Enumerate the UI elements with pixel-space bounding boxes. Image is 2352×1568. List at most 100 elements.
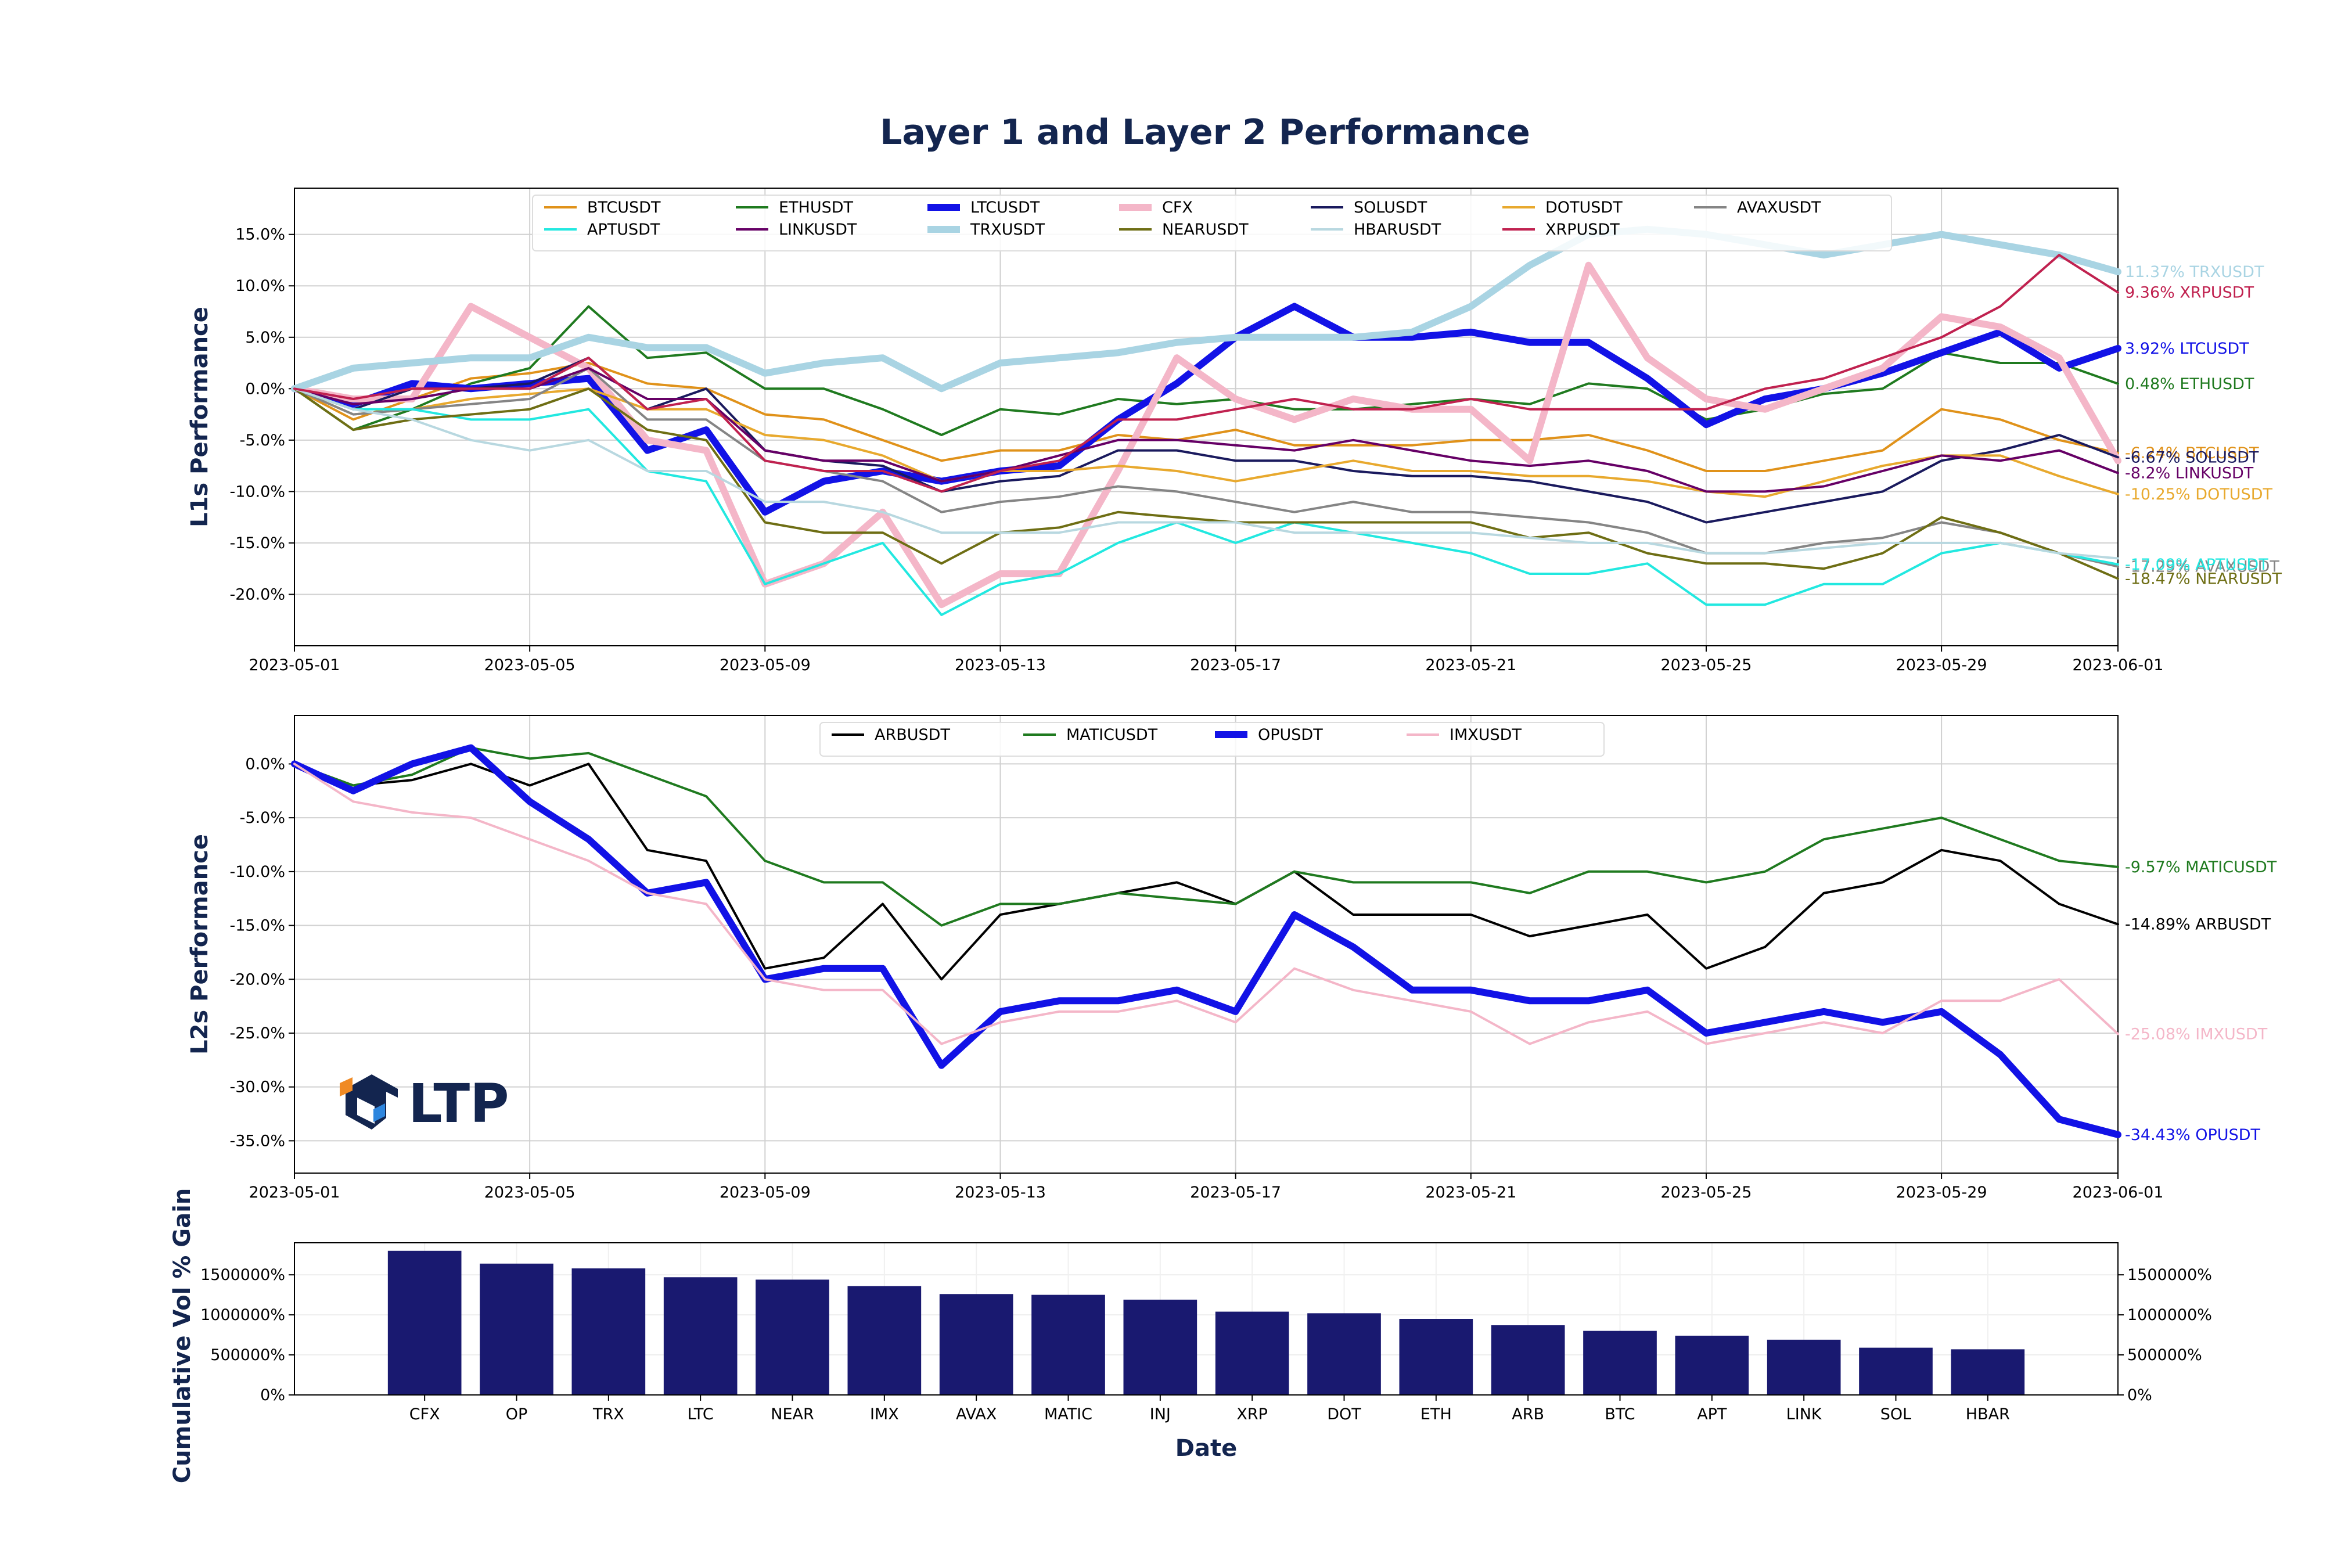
legend-label-opusdt: OPUSDT: [1258, 726, 1323, 744]
bar-ltc: [663, 1277, 738, 1395]
x-tick-label: 2023-05-09: [720, 656, 811, 674]
x-tick-label: ETH: [1420, 1405, 1452, 1423]
bar-matic: [1031, 1294, 1105, 1395]
right-y-tick-label: 0%: [2127, 1386, 2152, 1404]
end-label-aptusdt: -17.09% APTUSDT: [2125, 556, 2268, 574]
end-label-dotusdt: -10.25% DOTUSDT: [2125, 485, 2273, 504]
y-tick-label: -5.0%: [240, 809, 285, 827]
y-tick-label: -35.0%: [229, 1132, 285, 1150]
series-line-opusdt: [291, 744, 2121, 1138]
bar-imx: [847, 1286, 922, 1395]
end-label-ltcusdt: 3.92% LTCUSDT: [2125, 340, 2249, 358]
plot-frame: [294, 1242, 2119, 1396]
y-axis-label: L1s Performance: [186, 307, 213, 527]
series-line-avaxusdt: [293, 366, 2119, 568]
legend-label-avaxusdt: AVAXUSDT: [1737, 199, 1821, 217]
x-tick-label: 2023-05-05: [484, 1184, 576, 1202]
x-tick-label: INJ: [1150, 1405, 1171, 1423]
y-tick-label: -20.0%: [229, 970, 285, 988]
end-label-linkusdt: -8.2% LINKUSDT: [2125, 465, 2254, 483]
x-tick-label: DOT: [1327, 1405, 1361, 1423]
y-tick-label: -15.0%: [229, 917, 285, 935]
y-tick-label: -25.0%: [229, 1024, 285, 1042]
x-tick-label: APT: [1697, 1405, 1727, 1423]
series-line-xrpusdt: [293, 254, 2119, 493]
legend-label-nearusdt: NEARUSDT: [1162, 221, 1249, 239]
logo-accent-icon: [340, 1077, 353, 1096]
bar-link: [1767, 1339, 1841, 1395]
y-tick-label: 5.0%: [245, 329, 285, 347]
x-tick-label: 2023-05-01: [249, 1184, 340, 1202]
end-label-avaxusdt: -17.29% AVAXUSDT: [2125, 558, 2279, 576]
y-axis-label: L2s Performance: [186, 834, 213, 1055]
bar-btc: [1583, 1330, 1657, 1395]
bar-dot: [1307, 1313, 1381, 1395]
l1-performance-chart: 2023-05-01 2023-05-05 2023-05-09 2023-05-13…: [186, 188, 2282, 674]
logo-accent-blue-icon: [373, 1103, 385, 1122]
x-tick-label: BTC: [1605, 1405, 1635, 1423]
x-tick-label: CFX: [409, 1405, 440, 1423]
legend-label-arbusdt: ARBUSDT: [875, 726, 950, 744]
y-tick-label: -15.0%: [229, 534, 285, 552]
end-label-opusdt: -34.43% OPUSDT: [2125, 1126, 2261, 1144]
y-axis-label: Cumulative Vol % Gain: [169, 1188, 196, 1484]
y-tick-label: 0%: [260, 1386, 285, 1404]
x-tick-label: 2023-06-01: [2073, 1184, 2164, 1202]
x-tick-label: LINK: [1786, 1405, 1822, 1423]
ltp-logo: LTP: [340, 1073, 509, 1135]
x-tick-label: NEAR: [771, 1405, 814, 1423]
y-tick-label: -10.0%: [229, 863, 285, 881]
end-label-arbusdt: -14.89% ARBUSDT: [2125, 916, 2271, 934]
x-tick-label: 2023-05-05: [484, 656, 576, 674]
y-tick-label: -10.0%: [229, 483, 285, 501]
series-line-dotusdt: [293, 387, 2119, 498]
y-tick-label: 500000%: [210, 1346, 285, 1364]
end-label-maticusdt: -9.57% MATICUSDT: [2125, 858, 2277, 876]
y-tick-label: 10.0%: [235, 277, 285, 295]
series-line-linkusdt: [293, 366, 2119, 493]
x-tick-label: 2023-05-25: [1661, 656, 1752, 674]
legend-label-imxusdt: IMXUSDT: [1450, 726, 1522, 744]
legend-box: [819, 722, 1605, 757]
end-label-imxusdt: -25.08% IMXUSDT: [2125, 1025, 2268, 1043]
y-tick-label: 0.0%: [245, 380, 285, 398]
y-tick-label: 0.0%: [245, 755, 285, 773]
x-tick-label: 2023-05-29: [1896, 1184, 1987, 1202]
bar-hbar: [1951, 1349, 2025, 1395]
legend-label-ethusdt: ETHUSDT: [779, 199, 854, 217]
series-line-hbarusdt: [293, 387, 2119, 560]
y-tick-label: 1000000%: [200, 1306, 285, 1324]
figure-title: Layer 1 and Layer 2 Performance: [880, 112, 1530, 153]
end-label-nearusdt: -18.47% NEARUSDT: [2125, 570, 2282, 588]
x-tick-label: XRP: [1236, 1405, 1268, 1423]
series-line-aptusdt: [293, 387, 2119, 616]
x-tick-label: 2023-05-13: [955, 656, 1046, 674]
x-tick-label: AVAX: [956, 1405, 997, 1423]
y-tick-label: 15.0%: [235, 226, 285, 244]
bar-eth: [1399, 1319, 1473, 1395]
legend-label-cfx: CFX: [1162, 199, 1193, 217]
end-label-solusdt: -6.67% SOLUSDT: [2125, 448, 2259, 466]
series-line-maticusdt: [293, 746, 2119, 927]
y-tick-label: -30.0%: [229, 1078, 285, 1096]
logo-text: LTP: [408, 1073, 509, 1135]
bar-inj: [1123, 1299, 1197, 1395]
bar-op: [480, 1263, 553, 1395]
bar-avax: [939, 1294, 1013, 1395]
right-y-tick-label: 1500000%: [2127, 1266, 2212, 1284]
x-tick-label: TRX: [592, 1405, 624, 1423]
bar-arb: [1491, 1325, 1565, 1395]
bar-sol: [1859, 1347, 1933, 1395]
legend-label-btcusdt: BTCUSDT: [587, 199, 661, 217]
y-tick-label: -20.0%: [229, 585, 285, 603]
bar-cfx: [387, 1250, 462, 1395]
legend-label-dotusdt: DOTUSDT: [1545, 199, 1623, 217]
end-label-btcusdt: -6.24% BTCUSDT: [2125, 444, 2259, 462]
x-tick-label: ARB: [1512, 1405, 1544, 1423]
plot-frame: [294, 188, 2119, 646]
bar-apt: [1675, 1335, 1749, 1395]
series-line-arbusdt: [293, 763, 2119, 981]
x-tick-label: IMX: [870, 1405, 899, 1423]
legend-label-linkusdt: LINKUSDT: [779, 221, 857, 239]
